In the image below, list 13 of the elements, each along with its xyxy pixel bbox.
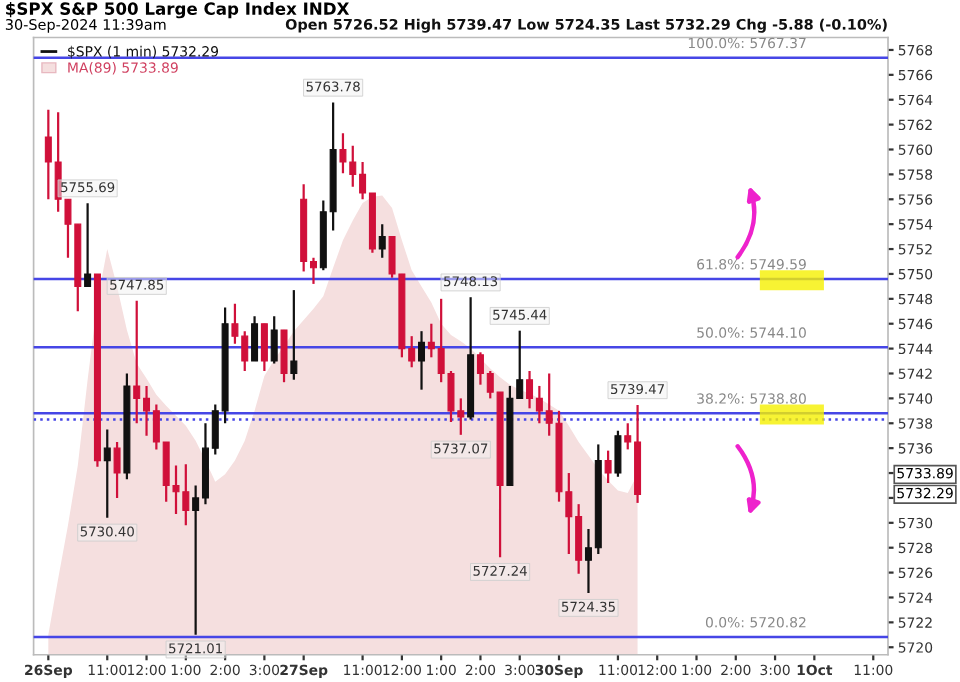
candlestick [418, 330, 426, 391]
candlestick [378, 223, 386, 259]
candlestick [280, 328, 288, 384]
candlestick [251, 315, 259, 363]
chart-title: $SPX S&P 500 Large Cap Index INDX [6, 2, 350, 19]
candlestick [84, 202, 92, 288]
candlestick [270, 315, 278, 365]
candlestick [290, 289, 298, 381]
candlestick [113, 440, 121, 500]
candlestick [614, 429, 622, 478]
candlestick [260, 322, 268, 373]
candlestick [103, 428, 111, 519]
candlestick [604, 449, 612, 485]
